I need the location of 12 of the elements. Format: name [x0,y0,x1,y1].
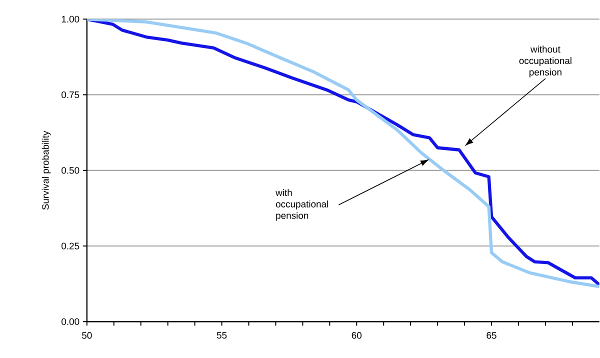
y-tick-label: 0.75 [62,92,80,98]
y-axis-title: Survival probability [42,130,51,210]
x-tick-label: 65 [486,332,496,339]
y-tick-label: 0.00 [62,318,80,326]
x-tick-label: 55 [216,332,227,339]
x-tick-label: 50 [82,332,92,339]
y-tick-label: 0.50 [62,167,80,174]
x-tick-label: 60 [352,332,362,339]
y-tick-label: 1.00 [62,16,80,23]
y-tick-label: 0.25 [62,242,80,250]
annotation: with occupational pension [276,189,328,221]
annotation: without occupational pension [519,46,572,78]
